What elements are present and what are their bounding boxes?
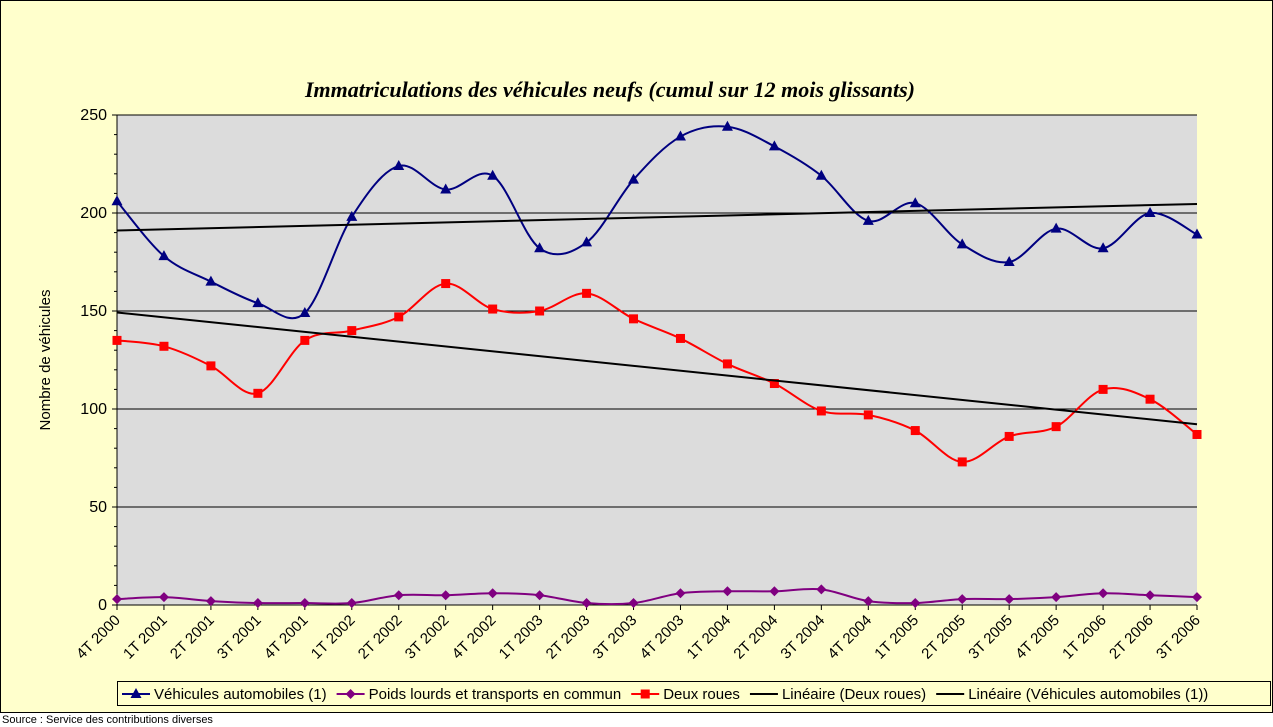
marker [675,333,685,343]
marker [534,242,546,253]
marker [582,288,592,298]
marker [956,238,968,249]
marker [1003,256,1015,266]
marker [1145,590,1156,601]
marker [347,326,357,336]
marker [205,596,216,607]
marker [1051,592,1062,603]
legend-label: Véhicules automobiles (1) [154,686,327,703]
marker [394,312,404,322]
marker [629,314,639,324]
marker [440,590,451,601]
marker [1097,242,1109,253]
marker [628,598,639,609]
marker [628,173,640,184]
legend-label: Deux roues [663,686,740,703]
marker [1098,384,1108,394]
marker [487,588,498,599]
marker [769,379,779,389]
marker [1145,394,1155,404]
y-tick-label: 250 [80,107,107,124]
plot-area [117,115,1197,605]
y-tick-label: 50 [89,499,107,516]
marker [252,297,264,308]
marker [768,140,780,151]
y-tick-label: 200 [80,205,107,222]
marker [440,183,452,194]
marker [640,689,650,699]
marker [1004,431,1014,441]
marker [130,688,142,698]
marker [674,130,686,141]
marker [910,598,921,609]
marker [1004,594,1015,605]
marker [158,250,170,261]
marker [441,279,451,289]
marker [393,590,404,601]
marker [862,214,874,225]
marker [1050,222,1062,233]
marker [345,689,356,699]
marker [299,598,310,609]
marker [816,406,826,416]
marker [722,359,732,369]
marker [159,341,169,351]
marker [581,598,592,609]
marker [1098,588,1109,599]
legend-label: Poids lourds et transports en commun [369,686,622,703]
marker [393,159,405,170]
marker [253,388,263,398]
marker [300,335,310,345]
y-tick-label: 0 [98,597,107,614]
legend-label: Linéaire (Deux roues) [782,686,926,703]
marker [909,197,921,208]
marker [1144,207,1156,217]
marker [816,584,827,595]
marker [206,361,216,371]
marker [863,596,874,607]
marker [158,592,169,603]
marker [488,304,498,314]
marker [299,306,311,317]
marker [535,306,545,316]
trend-line [116,311,1198,426]
marker [581,236,593,247]
marker [675,588,686,599]
marker [722,586,733,597]
source-note: Source : Service des contributions diver… [2,714,213,726]
marker [534,590,545,601]
marker [112,594,122,605]
marker [487,169,499,180]
marker [112,335,122,345]
trend-line [116,202,1198,232]
marker [1051,422,1061,432]
y-tick-label: 150 [80,303,107,320]
y-tick-label: 100 [80,401,107,418]
marker [1192,429,1202,439]
marker [863,410,873,420]
chart-title: Immatriculations des véhicules neufs (cu… [304,77,915,102]
marker [910,426,920,436]
marker [111,195,123,206]
legend-label: Linéaire (Véhicules automobiles (1)) [968,686,1208,703]
marker [346,210,358,221]
marker [957,457,967,467]
marker [252,598,263,609]
legend [117,681,1271,706]
marker [815,169,827,180]
marker [721,120,733,131]
y-axis-label: Nombre de véhicules [37,290,54,431]
marker [957,594,968,605]
marker [1191,228,1203,239]
marker [769,586,780,597]
marker [205,275,217,286]
marker [346,598,357,609]
marker [1192,592,1202,603]
